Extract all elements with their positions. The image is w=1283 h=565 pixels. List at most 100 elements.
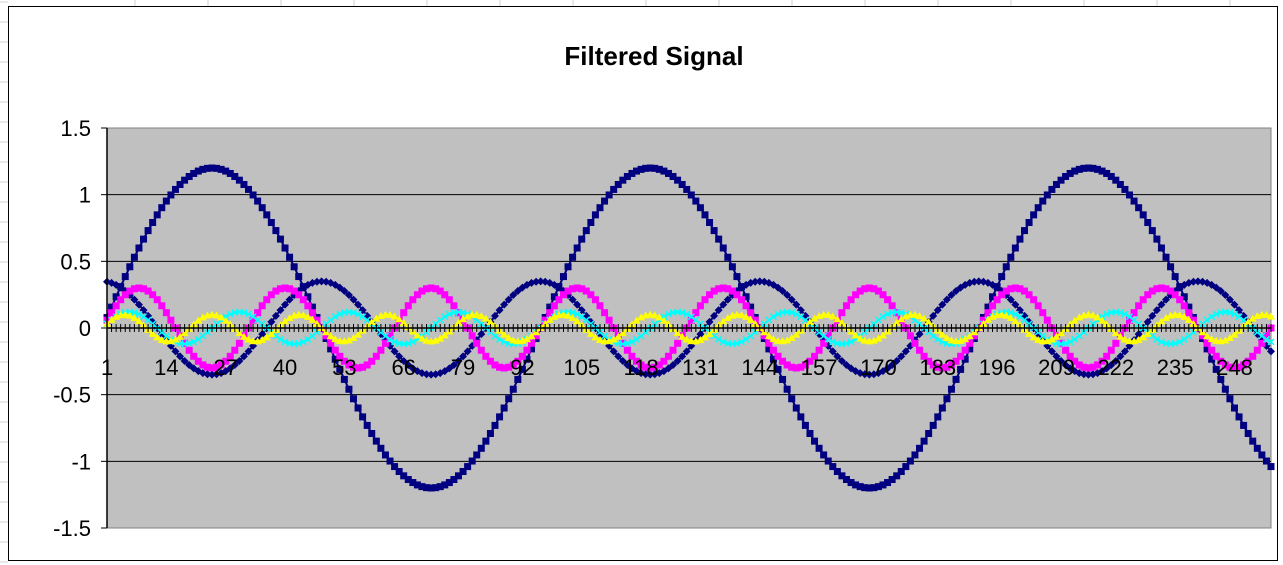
data-point (970, 277, 979, 286)
data-point (623, 346, 631, 354)
data-point (614, 181, 622, 189)
data-point (1125, 316, 1133, 324)
data-point (746, 315, 755, 323)
data-point (646, 370, 655, 379)
data-point (199, 361, 207, 369)
data-point (1221, 361, 1229, 369)
data-point (372, 352, 380, 360)
data-point (363, 361, 371, 369)
data-point (605, 191, 613, 199)
data-point (1006, 313, 1015, 321)
data-point (445, 310, 453, 318)
data-point (1189, 319, 1198, 327)
data-point (884, 310, 892, 318)
data-point (1057, 356, 1066, 365)
data-point (719, 317, 728, 325)
data-point (1107, 346, 1115, 354)
data-point (130, 309, 138, 317)
x-tick-label: 170 (860, 355, 897, 380)
y-tick-label: -1.5 (53, 516, 91, 541)
data-point (788, 395, 796, 403)
data-point (1039, 197, 1047, 205)
data-point (623, 172, 631, 180)
data-point (998, 273, 1006, 281)
data-point (418, 483, 426, 491)
data-point (669, 361, 678, 370)
data-point (824, 310, 833, 318)
data-point (258, 335, 267, 343)
data-point (1080, 164, 1088, 172)
data-point (1034, 335, 1043, 343)
data-point (377, 346, 385, 354)
data-point (733, 339, 741, 347)
data-point (1153, 235, 1161, 243)
data-point (1253, 330, 1262, 339)
data-point (427, 484, 435, 492)
data-point (1034, 330, 1043, 339)
data-point (966, 345, 974, 353)
data-point (897, 315, 906, 323)
data-point (194, 167, 202, 175)
data-point (400, 472, 408, 480)
data-point (820, 451, 828, 459)
data-point (1011, 310, 1019, 318)
data-point (249, 313, 257, 321)
data-point (788, 309, 796, 317)
data-point (879, 313, 887, 321)
data-point (1116, 332, 1125, 340)
data-point (1002, 287, 1010, 295)
data-point (1193, 277, 1202, 286)
data-point (587, 291, 595, 299)
data-point (473, 339, 481, 347)
data-point (879, 481, 887, 489)
x-tick-label: 105 (563, 355, 600, 380)
data-point (637, 313, 646, 321)
data-point (847, 296, 855, 304)
data-point (390, 312, 399, 320)
series-5[interactable] (103, 310, 1275, 345)
data-point (1230, 330, 1239, 338)
data-point (961, 346, 969, 354)
data-point (902, 463, 910, 471)
data-point (929, 421, 937, 429)
data-point (787, 334, 796, 342)
data-point (673, 356, 682, 365)
data-point (701, 211, 709, 219)
data-point (1130, 309, 1138, 317)
data-point (1226, 309, 1234, 317)
data-point (368, 357, 376, 365)
data-point (1225, 334, 1234, 342)
data-point (1098, 167, 1106, 175)
data-point (423, 484, 431, 492)
data-point (1025, 317, 1034, 326)
data-point (1057, 176, 1065, 184)
data-point (619, 176, 627, 184)
data-point (157, 330, 166, 339)
data-point (272, 227, 280, 235)
y-tick-label: 1 (79, 183, 91, 208)
data-point (974, 277, 983, 286)
data-point (1230, 364, 1238, 372)
data-point (797, 363, 805, 371)
data-point (312, 277, 321, 286)
data-point (409, 296, 417, 304)
data-point (286, 285, 294, 293)
data-point (372, 437, 380, 445)
data-point (144, 287, 152, 295)
data-point (601, 309, 609, 317)
data-point (445, 296, 453, 304)
data-point (1235, 413, 1243, 421)
data-point (1184, 315, 1193, 323)
data-point (1199, 332, 1207, 340)
data-point (692, 197, 700, 205)
data-point (865, 284, 873, 292)
data-point (130, 313, 139, 321)
data-point (139, 313, 148, 321)
data-point (263, 211, 271, 219)
chart-area[interactable]: Filtered Signal 1.5 1 0.5 0 -0.5 -1 -1.5 1 14 27… (8, 6, 1278, 561)
data-point (1107, 361, 1116, 370)
data-point (176, 332, 185, 340)
data-point (399, 356, 408, 365)
data-point (678, 352, 687, 361)
data-point (349, 395, 357, 403)
